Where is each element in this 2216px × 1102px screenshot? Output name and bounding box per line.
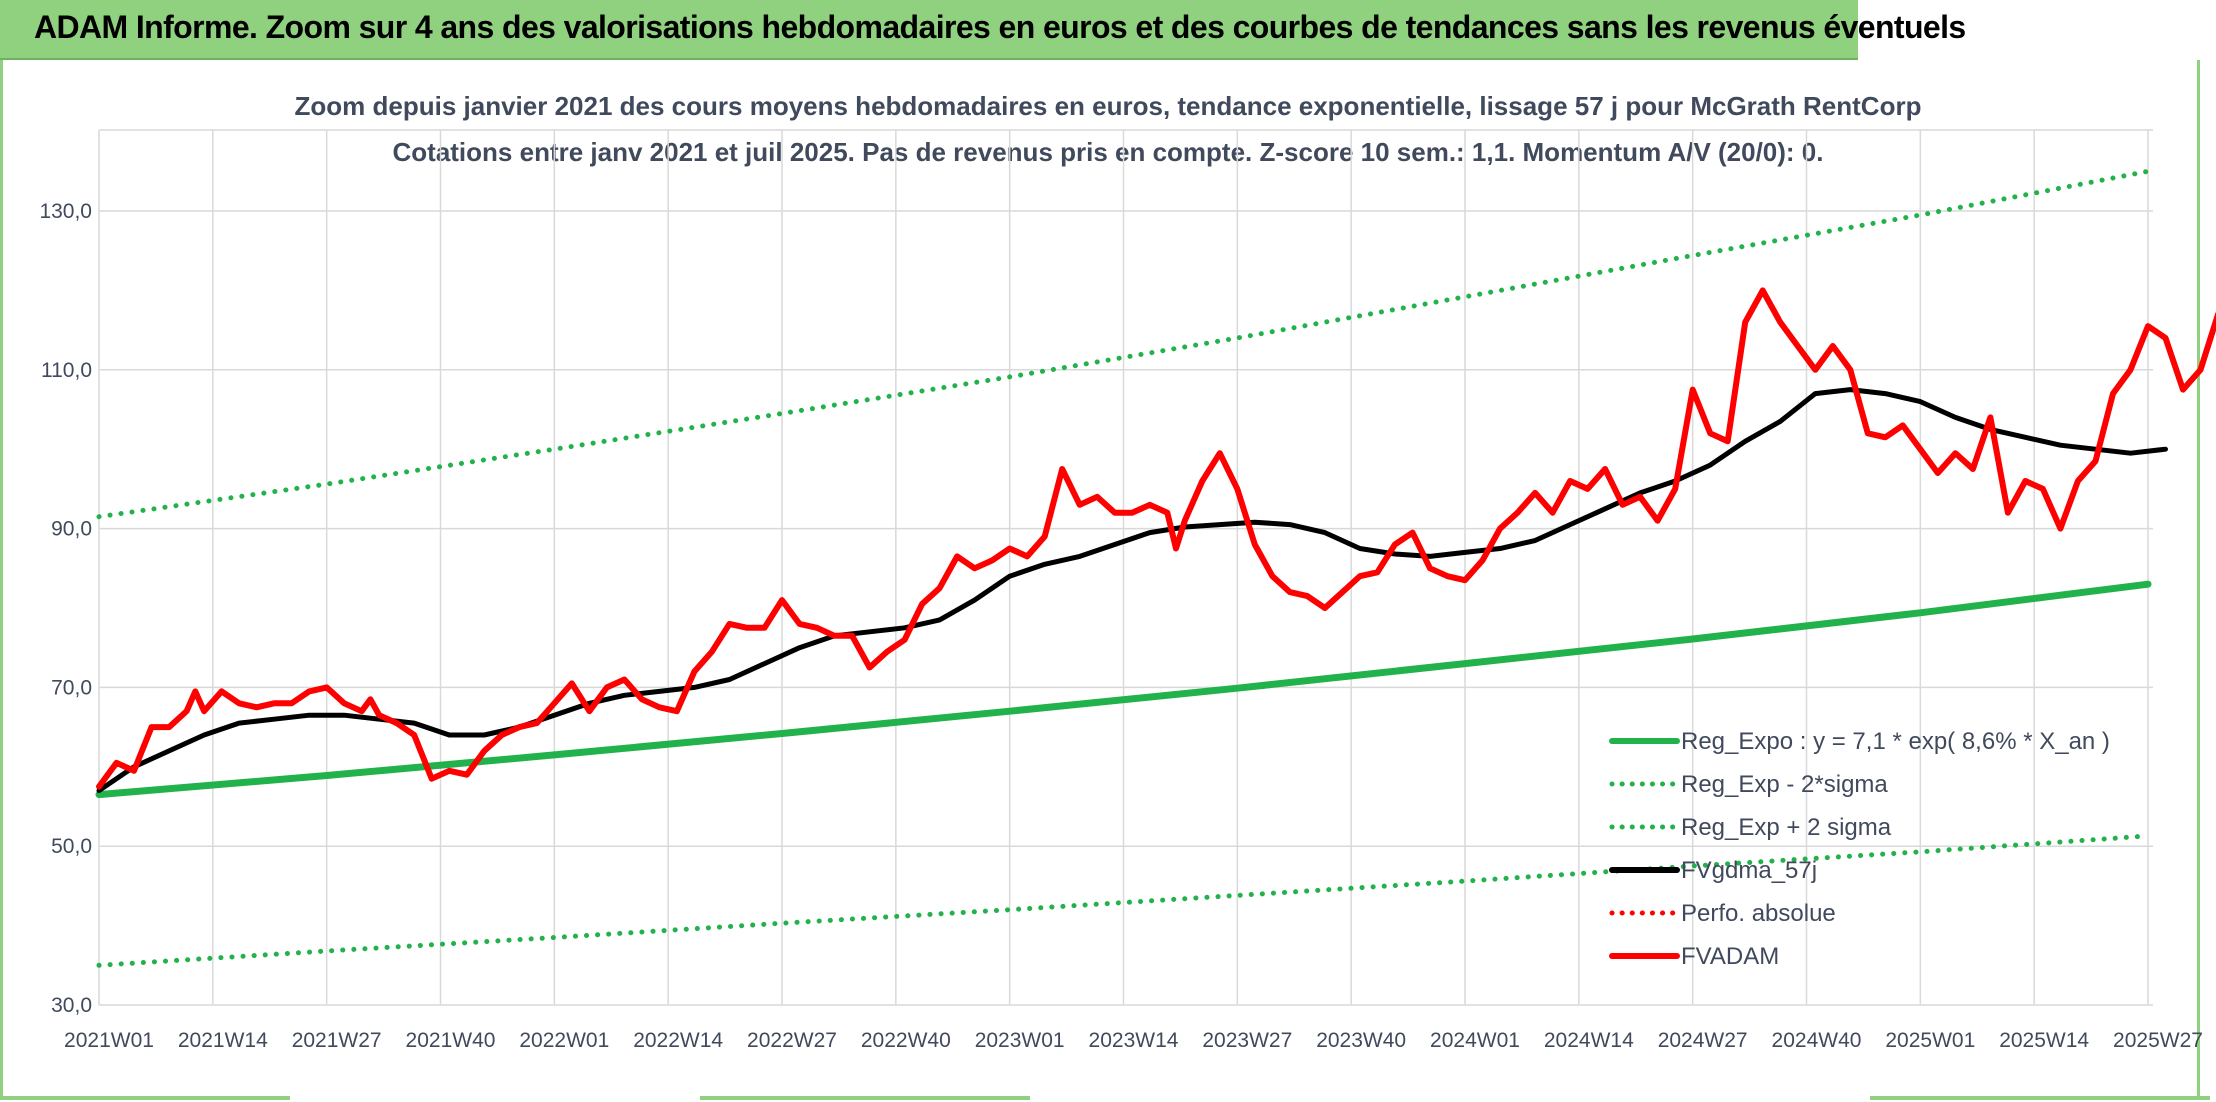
- legend-label: FVgdma_57j: [1681, 857, 1817, 884]
- chart-frame: [0, 60, 2200, 1100]
- chart-title: Zoom depuis janvier 2021 des cours moyen…: [294, 91, 1922, 121]
- x-tick-label: 2023W27: [1202, 1029, 1292, 1052]
- x-tick-label: 2022W01: [519, 1029, 609, 1052]
- x-tick-label: 2024W14: [1544, 1029, 1634, 1052]
- x-tick-label: 2021W40: [406, 1029, 496, 1052]
- top-bar: ADAM Informe. Zoom sur 4 ans des valoris…: [0, 0, 2216, 60]
- series-line-3: [96, 387, 2168, 794]
- legend-label: Reg_Exp + 2 sigma: [1681, 814, 1892, 841]
- x-tick-label: 2024W27: [1658, 1029, 1748, 1052]
- x-tick-label: 2024W40: [1772, 1029, 1862, 1052]
- x-tick-label: 2023W40: [1316, 1029, 1406, 1052]
- x-tick-label: 2021W01: [64, 1029, 154, 1052]
- report-title: ADAM Informe. Zoom sur 4 ans des valoris…: [34, 9, 1966, 45]
- legend-label: Reg_Exp - 2*sigma: [1681, 771, 1888, 798]
- x-tick-label: 2022W27: [747, 1029, 837, 1052]
- legend-label: Reg_Expo : y = 7,1 * exp( 8,6% * X_an ): [1681, 728, 2110, 755]
- y-tick-label: 90,0: [51, 518, 92, 541]
- series-line-0: [95, 580, 2152, 799]
- x-tick-label: 2022W40: [861, 1029, 951, 1052]
- series-line-1: [96, 833, 2151, 968]
- legend-label: Perfo. absolue: [1681, 900, 1836, 927]
- y-tick-label: 70,0: [51, 676, 92, 699]
- chart-subtitle: Cotations entre janv 2021 et juil 2025. …: [392, 137, 1824, 167]
- x-tick-label: 2024W01: [1430, 1029, 1520, 1052]
- x-tick-label: 2022W14: [633, 1029, 723, 1052]
- series-line-5: [96, 287, 2216, 790]
- bottom-strip: [0, 1096, 2216, 1102]
- y-tick-label: 130,0: [39, 200, 92, 223]
- x-tick-label: 2021W27: [292, 1029, 382, 1052]
- x-tick-label: 2023W01: [975, 1029, 1065, 1052]
- legend-label: FVADAM: [1681, 943, 1779, 970]
- x-tick-label: 2023W14: [1089, 1029, 1179, 1052]
- y-tick-label: 110,0: [41, 359, 92, 382]
- x-tick-label: 2025W14: [1999, 1029, 2089, 1052]
- x-tick-label: 2025W27: [2113, 1029, 2203, 1052]
- x-tick-label: 2021W14: [178, 1029, 268, 1052]
- series-line-2: [96, 168, 2151, 520]
- title-banner: ADAM Informe. Zoom sur 4 ans des valoris…: [0, 0, 1966, 60]
- x-tick-label: 2025W01: [1885, 1029, 1975, 1052]
- y-tick-label: 50,0: [51, 835, 92, 858]
- y-tick-label: 30,0: [51, 994, 92, 1017]
